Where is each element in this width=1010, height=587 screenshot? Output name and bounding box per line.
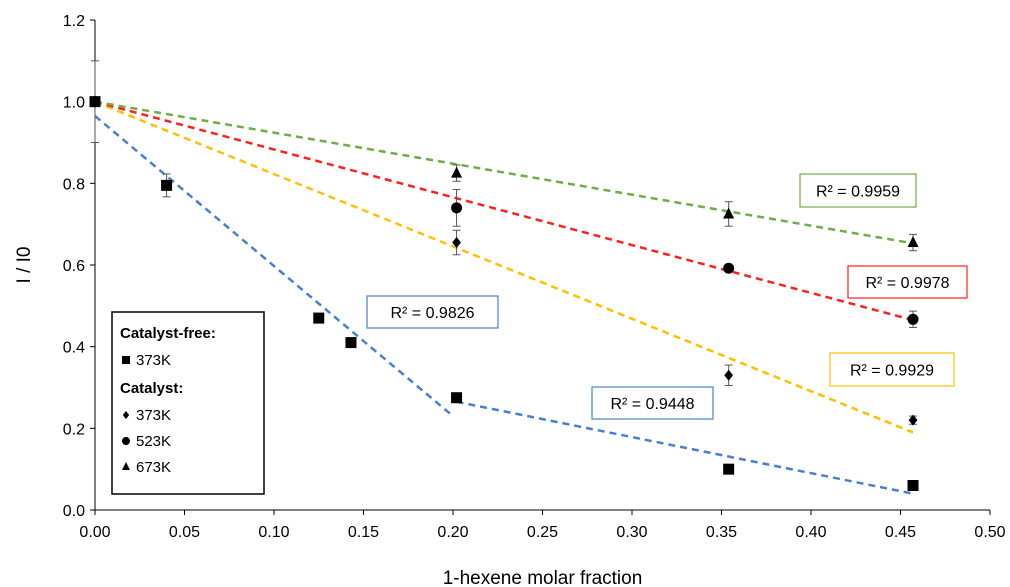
legend-diamond-icon	[122, 411, 130, 419]
triangle-marker	[907, 236, 919, 248]
r2-box	[366, 295, 499, 329]
y-tick-label: 0.2	[63, 421, 85, 438]
r2-box	[591, 386, 714, 420]
y-tick-label: 0.0	[63, 503, 85, 520]
x-tick-label: 0.15	[348, 524, 379, 541]
fit-line	[94, 115, 454, 418]
x-tick-label: 0.00	[79, 524, 110, 541]
square-marker	[345, 337, 357, 349]
r2-label: R² = 0.9826	[390, 305, 474, 322]
data-markers	[89, 60, 919, 491]
triangle-marker	[451, 166, 463, 178]
legend-item-label: 373K	[136, 407, 171, 424]
square-marker	[161, 179, 173, 191]
x-tick-label: 0.10	[258, 524, 289, 541]
y-tick-label: 1.2	[63, 13, 85, 30]
legend-item-label: 673K	[136, 459, 171, 476]
square-marker	[313, 312, 325, 324]
y-tick-label: 0.4	[63, 340, 85, 357]
legend-item-label: 523K	[136, 433, 171, 450]
r2-label: R² = 0.9448	[610, 396, 694, 413]
r2-label: R² = 0.9959	[816, 184, 900, 201]
diamond-marker	[908, 414, 918, 426]
x-tick-label: 0.30	[616, 524, 647, 541]
legend: Catalyst-free: 373K Catalyst: 373K 523K 673K	[111, 311, 265, 495]
diamond-marker	[452, 237, 461, 249]
circle-marker	[907, 313, 919, 325]
circle-marker	[451, 202, 463, 214]
square-marker	[723, 463, 735, 475]
r2-labels: R² = 0.9826 R² = 0.9448 R² = 0.9929 R² = 0.…	[366, 173, 968, 420]
fit-lines	[94, 100, 914, 495]
r2-box	[829, 352, 955, 387]
r2-box	[847, 265, 968, 299]
x-tick-label: 0.40	[795, 524, 826, 541]
triangle-marker	[723, 207, 735, 219]
legend-triangle-icon	[122, 462, 130, 470]
x-tick-label: 0.25	[527, 524, 558, 541]
x-tick-label: 0.45	[885, 524, 916, 541]
x-tick-label: 0.50	[974, 524, 1005, 541]
legend-circle-icon	[122, 437, 130, 445]
y-axis-title: I / I0	[14, 247, 35, 284]
square-marker	[907, 480, 919, 491]
fit-line	[94, 100, 914, 322]
legend-box	[111, 311, 265, 495]
axes: 0.00 0.05 0.10 0.15 0.20 0.25 0.30 0.35 0.40 0.45…	[63, 13, 1006, 541]
fit-line	[456, 400, 914, 495]
y-tick-label: 0.6	[63, 258, 85, 275]
square-marker	[451, 392, 463, 404]
triangle-marker	[89, 95, 101, 107]
fit-line	[94, 100, 914, 245]
x-tick-label: 0.35	[706, 524, 737, 541]
x-tick-label: 0.05	[169, 524, 200, 541]
y-tick-label: 0.8	[63, 176, 85, 193]
y-tick-label: 1.0	[63, 95, 85, 112]
legend-heading: Catalyst:	[120, 380, 183, 397]
legend-heading: Catalyst-free:	[120, 325, 216, 342]
legend-item-label: 373K	[136, 352, 171, 369]
x-axis-title: 1-hexene molar fraction	[443, 568, 643, 587]
diamond-marker	[724, 369, 734, 381]
x-tick-label: 0.20	[437, 524, 468, 541]
circle-marker	[723, 262, 735, 274]
r2-label: R² = 0.9978	[865, 275, 949, 292]
r2-label: R² = 0.9929	[850, 363, 934, 380]
fit-line	[94, 100, 914, 434]
legend-square-icon	[122, 356, 130, 364]
r2-box	[799, 173, 917, 208]
